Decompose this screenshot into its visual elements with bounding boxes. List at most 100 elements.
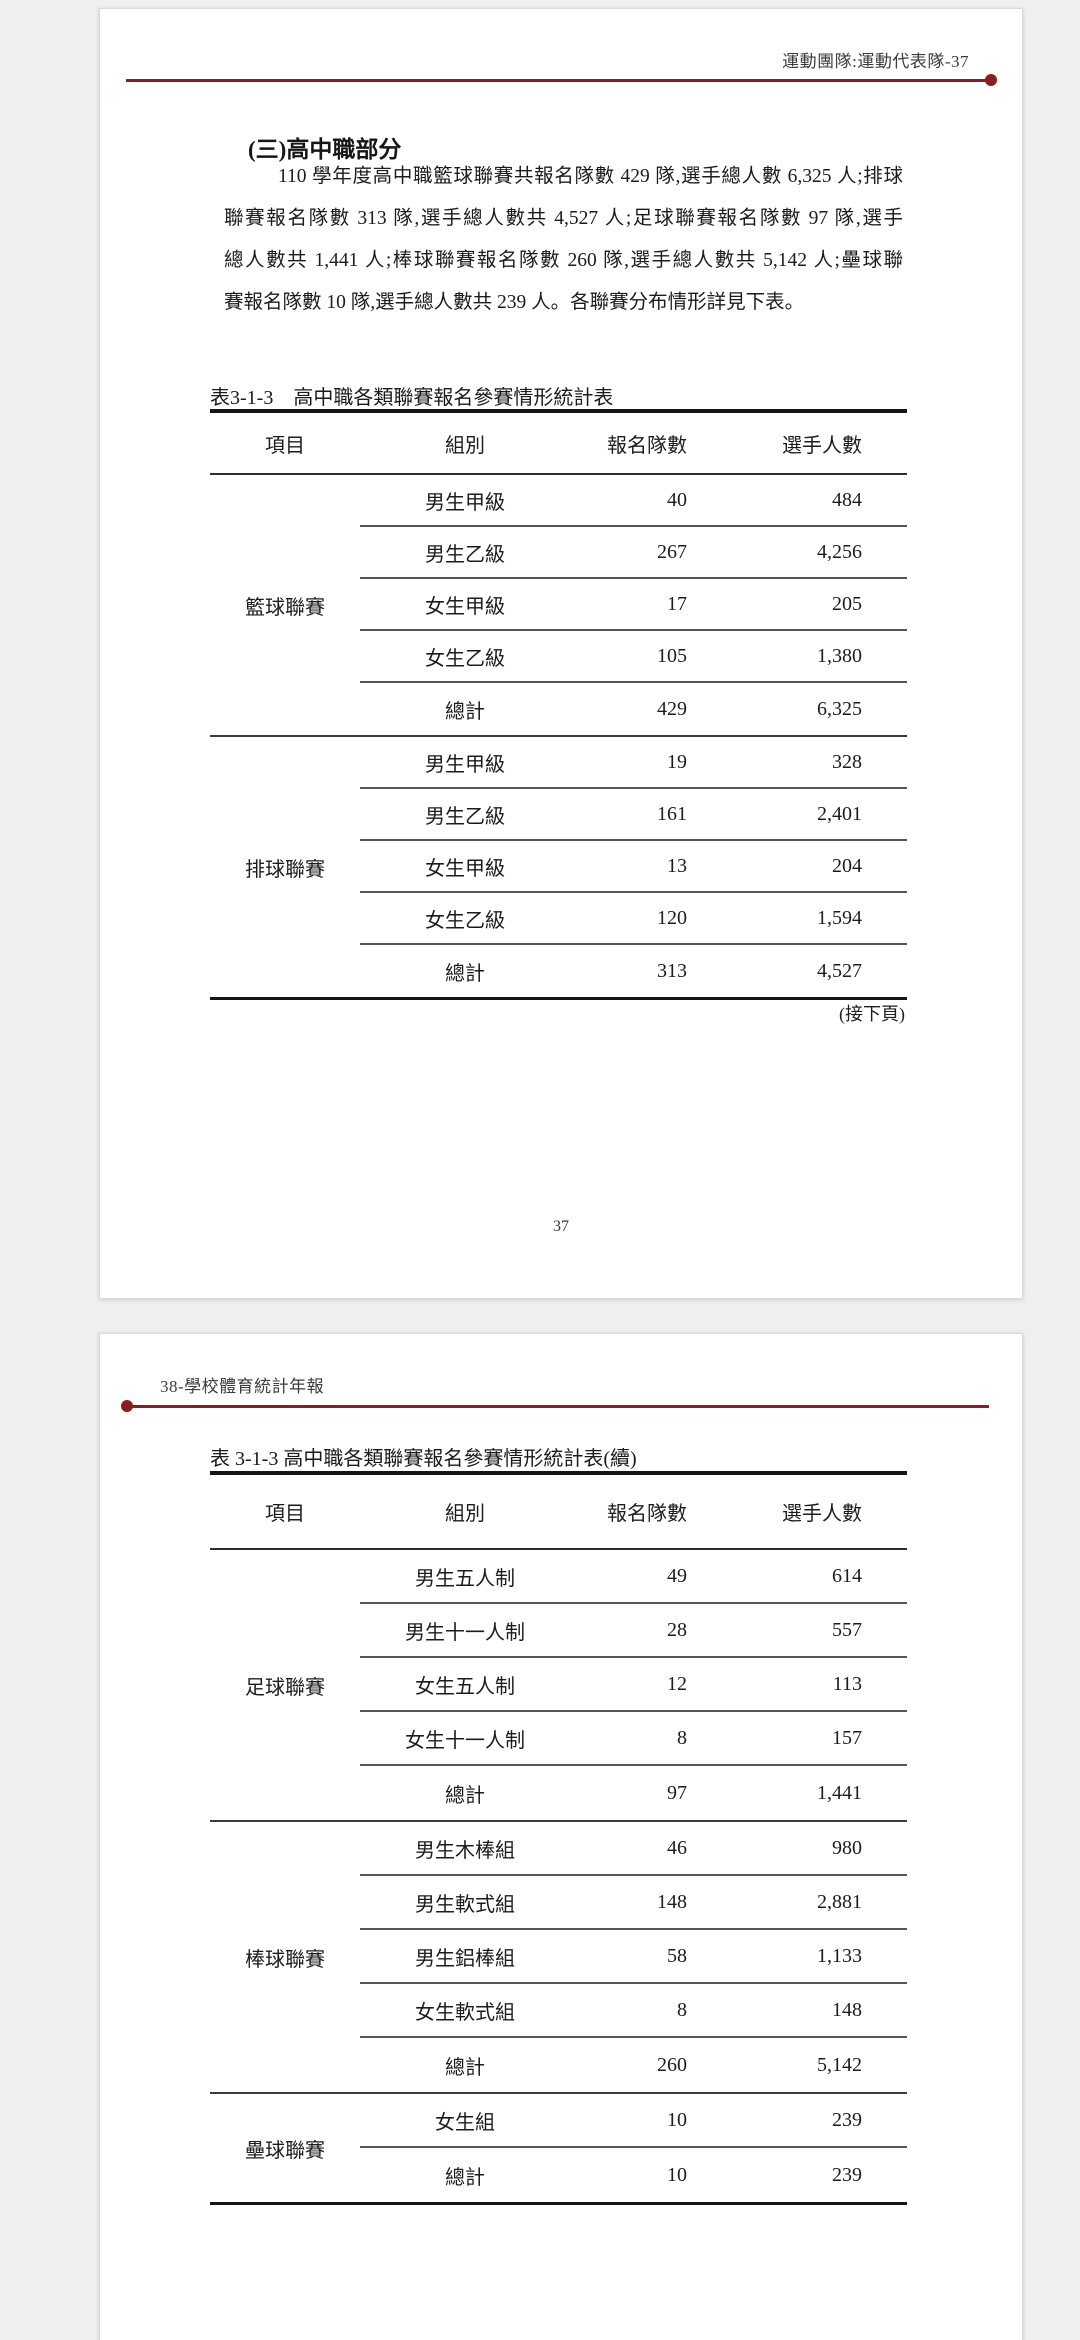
cell-value: 28 bbox=[667, 1618, 687, 1641]
table-group: 籃球聯賽 男生甲級 40 484 男生乙級 267 4,256 女生甲級 17 205 女生乙級 10… bbox=[210, 475, 907, 737]
cell-category: 男生甲級 bbox=[425, 753, 505, 776]
paragraph-line: 總人數共 1,441 人;棒球聯賽報名隊數 260 隊,選手總人數共 5,142… bbox=[224, 250, 903, 271]
table-row: 男生十一人制 28 557 bbox=[360, 1604, 907, 1658]
continued-note: (接下頁) bbox=[839, 1004, 905, 1024]
table-title: 表3-1-3 高中職各類聯賽報名參賽情形統計表 bbox=[210, 387, 614, 409]
table-group: 棒球聯賽 男生木棒組 46 980 男生軟式組 148 2,881 男生鋁棒組 58 1,133 女… bbox=[210, 1822, 907, 2094]
cell-value: 10 bbox=[667, 2108, 687, 2131]
league-stats-table-continued: 項目 組別 報名隊數 選手人數 足球聯賽 男生五人制 49 614 男生十一人制 28 557 女生五… bbox=[210, 1471, 907, 2205]
table-row: 女生甲級 13 204 bbox=[360, 841, 907, 893]
cell-value: 260 bbox=[657, 2053, 687, 2076]
group-label: 棒球聯賽 bbox=[245, 1948, 325, 1971]
group-rows: 男生五人制 49 614 男生十一人制 28 557 女生五人制 12 113 女生十一人制 8 15… bbox=[360, 1550, 907, 1820]
cell-category: 男生甲級 bbox=[425, 491, 505, 514]
table-row: 總計 10 239 bbox=[360, 2148, 907, 2202]
cell-category: 女生軟式組 bbox=[415, 2001, 515, 2024]
cell-value: 10 bbox=[667, 2163, 687, 2186]
cell-value: 97 bbox=[667, 1781, 687, 1804]
cell-value: 148 bbox=[832, 1998, 862, 2021]
table-row: 女生組 10 239 bbox=[360, 2094, 907, 2148]
cell-value: 980 bbox=[832, 1836, 862, 1859]
cell-category: 男生乙級 bbox=[425, 543, 505, 566]
table-group: 足球聯賽 男生五人制 49 614 男生十一人制 28 557 女生五人制 12 113 女生十一人… bbox=[210, 1550, 907, 1822]
cell-value: 1,441 bbox=[817, 1781, 862, 1804]
cell-category: 男生十一人制 bbox=[405, 1621, 525, 1644]
group-label: 壘球聯賽 bbox=[245, 2139, 325, 2162]
cell-category: 男生鋁棒組 bbox=[415, 1947, 515, 1970]
cell-value: 5,142 bbox=[817, 2053, 862, 2076]
cell-value: 1,380 bbox=[817, 644, 862, 667]
group-rows: 男生木棒組 46 980 男生軟式組 148 2,881 男生鋁棒組 58 1,133 女生軟式組… bbox=[360, 1822, 907, 2092]
cell-value: 614 bbox=[832, 1564, 862, 1587]
table-row: 女生乙級 120 1,594 bbox=[360, 893, 907, 945]
table-row: 總計 429 6,325 bbox=[360, 683, 907, 735]
table-row: 男生五人制 49 614 bbox=[360, 1550, 907, 1604]
cell-value: 205 bbox=[832, 592, 862, 615]
table-header-row: 項目 組別 報名隊數 選手人數 bbox=[210, 413, 907, 475]
paragraph-line: 賽報名隊數 10 隊,選手總人數共 239 人。各聯賽分布情形詳見下表。 bbox=[224, 292, 805, 313]
table-row: 總計 97 1,441 bbox=[360, 1766, 907, 1820]
cell-value: 46 bbox=[667, 1836, 687, 1859]
document-page-38: 38-學校體育統計年報 表 3-1-3 高中職各類聯賽報名參賽情形統計表(續) … bbox=[99, 1333, 1023, 2340]
cell-value: 484 bbox=[832, 488, 862, 511]
paragraph-line: 110 學年度高中職籃球聯賽共報名隊數 429 隊,選手總人數 6,325 人;… bbox=[278, 166, 903, 187]
table-row: 女生軟式組 8 148 bbox=[360, 1984, 907, 2038]
table-row: 男生軟式組 148 2,881 bbox=[360, 1876, 907, 1930]
cell-value: 2,881 bbox=[817, 1890, 862, 1913]
group-rows: 男生甲級 19 328 男生乙級 161 2,401 女生甲級 13 204 女生乙級 120 1,5… bbox=[360, 737, 907, 997]
cell-value: 267 bbox=[657, 540, 687, 563]
running-header-left: 38-學校體育統計年報 bbox=[160, 1377, 325, 1396]
cell-category: 女生乙級 bbox=[425, 909, 505, 932]
table-row: 男生乙級 161 2,401 bbox=[360, 789, 907, 841]
cell-category: 男生木棒組 bbox=[415, 1839, 515, 1862]
table-row: 女生十一人制 8 157 bbox=[360, 1712, 907, 1766]
cell-value: 12 bbox=[667, 1672, 687, 1695]
cell-value: 429 bbox=[657, 697, 687, 720]
cell-value: 148 bbox=[657, 1890, 687, 1913]
cell-value: 8 bbox=[677, 1998, 687, 2021]
table-row: 女生五人制 12 113 bbox=[360, 1658, 907, 1712]
cell-category: 女生十一人制 bbox=[405, 1729, 525, 1752]
cell-value: 40 bbox=[667, 488, 687, 511]
table-row: 男生甲級 40 484 bbox=[360, 475, 907, 527]
cell-value: 113 bbox=[832, 1672, 862, 1695]
column-header: 項目 bbox=[265, 434, 305, 457]
cell-value: 161 bbox=[657, 802, 687, 825]
column-header: 組別 bbox=[445, 1503, 485, 1525]
table-row: 女生甲級 17 205 bbox=[360, 579, 907, 631]
cell-value: 2,401 bbox=[817, 802, 862, 825]
cell-value: 58 bbox=[667, 1944, 687, 1967]
running-header-right: 運動團隊:運動代表隊-37 bbox=[782, 52, 969, 71]
cell-value: 557 bbox=[832, 1618, 862, 1641]
cell-value: 4,256 bbox=[817, 540, 862, 563]
cell-category: 總計 bbox=[445, 700, 485, 723]
rule-end-dot bbox=[985, 74, 997, 86]
cell-category: 總計 bbox=[445, 2056, 485, 2079]
league-stats-table: 項目 組別 報名隊數 選手人數 籃球聯賽 男生甲級 40 484 男生乙級 267 4,256 女生甲… bbox=[210, 409, 907, 1000]
column-header: 報名隊數 bbox=[607, 434, 687, 457]
cell-category: 女生組 bbox=[435, 2111, 495, 2134]
column-header: 選手人數 bbox=[782, 434, 862, 457]
section-title: (三)高中職部分 bbox=[248, 137, 402, 162]
cell-value: 4,527 bbox=[817, 959, 862, 982]
group-label: 排球聯賽 bbox=[245, 858, 325, 881]
header-rule bbox=[126, 74, 997, 86]
cell-category: 男生乙級 bbox=[425, 805, 505, 828]
cell-category: 女生甲級 bbox=[425, 595, 505, 618]
cell-value: 328 bbox=[832, 750, 862, 773]
group-rows: 女生組 10 239 總計 10 239 bbox=[360, 2094, 907, 2202]
column-header: 選手人數 bbox=[782, 1503, 862, 1525]
rule-end-dot bbox=[121, 1400, 133, 1412]
column-header: 報名隊數 bbox=[607, 1503, 687, 1525]
table-row: 總計 260 5,142 bbox=[360, 2038, 907, 2092]
cell-category: 總計 bbox=[445, 962, 485, 985]
table-row: 男生鋁棒組 58 1,133 bbox=[360, 1930, 907, 1984]
cell-category: 女生甲級 bbox=[425, 857, 505, 880]
cell-value: 120 bbox=[657, 906, 687, 929]
cell-category: 總計 bbox=[445, 2166, 485, 2189]
cell-value: 1,594 bbox=[817, 906, 862, 929]
table-row: 女生乙級 105 1,380 bbox=[360, 631, 907, 683]
cell-value: 204 bbox=[832, 854, 862, 877]
group-label: 籃球聯賽 bbox=[245, 596, 325, 619]
